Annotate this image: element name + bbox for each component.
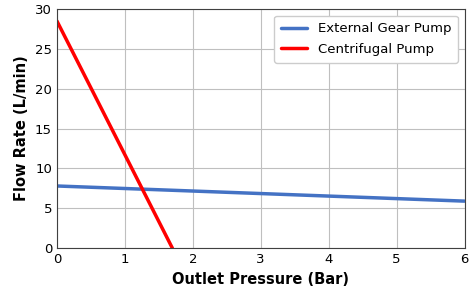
Legend: External Gear Pump, Centrifugal Pump: External Gear Pump, Centrifugal Pump: [274, 16, 458, 63]
X-axis label: Outlet Pressure (Bar): Outlet Pressure (Bar): [172, 271, 349, 286]
Y-axis label: Flow Rate (L/min): Flow Rate (L/min): [15, 56, 29, 202]
